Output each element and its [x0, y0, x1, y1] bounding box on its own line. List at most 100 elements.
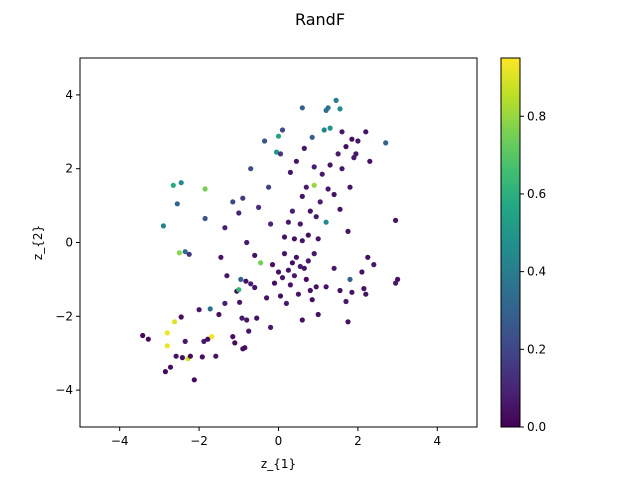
- scatter-point: [327, 125, 333, 131]
- scatter-point: [383, 140, 389, 146]
- scatter-point: [355, 138, 361, 144]
- scatter-point: [359, 269, 365, 275]
- y-tick-label: 0: [65, 236, 73, 250]
- scatter-point: [337, 206, 343, 212]
- scatter-point: [268, 221, 274, 227]
- scatter-point: [182, 249, 188, 255]
- scatter-point: [170, 182, 176, 188]
- scatter-point: [307, 208, 313, 214]
- scatter-point: [277, 151, 284, 157]
- scatter-point: [325, 186, 331, 192]
- y-tick-label: −4: [55, 383, 73, 397]
- scatter-point: [262, 138, 268, 144]
- scatter-point: [244, 239, 250, 246]
- scatter-point: [264, 295, 270, 301]
- scatter-point: [281, 251, 288, 257]
- scatter-point: [275, 269, 282, 275]
- scatter-point: [313, 284, 319, 290]
- colorbar-tick-label: 0.8: [527, 109, 546, 123]
- scatter-point: [299, 317, 305, 323]
- scatter-point: [305, 258, 311, 264]
- scatter-point: [238, 276, 244, 282]
- x-tick-label: 4: [433, 434, 441, 448]
- scatter-point: [209, 334, 215, 340]
- scatter-point: [299, 105, 305, 111]
- scatter-point: [239, 315, 245, 321]
- scatter-point: [201, 338, 207, 344]
- scatter-point: [367, 158, 373, 164]
- scatter-point: [311, 251, 317, 257]
- scatter-point: [371, 262, 377, 268]
- scatter-point: [252, 252, 258, 258]
- colorbar-gradient: [501, 58, 520, 427]
- scatter-point: [164, 343, 170, 349]
- scatter-point: [275, 133, 282, 139]
- scatter-point: [327, 162, 333, 168]
- scatter-point: [160, 223, 166, 229]
- y-tick-label: −2: [55, 309, 73, 323]
- scatter-point: [242, 345, 248, 351]
- scatter-point: [281, 234, 288, 240]
- scatter-point: [313, 214, 319, 220]
- colorbar-tick-label: 0.2: [527, 342, 546, 356]
- y-axis-label: z_{2}: [31, 225, 45, 260]
- scatter-point: [339, 129, 345, 135]
- scatter-point: [337, 106, 343, 112]
- scatter-point: [349, 136, 355, 142]
- scatter-point: [343, 298, 349, 305]
- scatter-point: [279, 127, 286, 133]
- colorbar-tick-label: 0.6: [527, 187, 546, 201]
- scatter-point: [285, 267, 291, 273]
- scatter-point: [393, 217, 399, 223]
- scatter-point: [222, 225, 228, 231]
- scatter-point: [349, 289, 355, 295]
- scatter-point: [202, 186, 208, 192]
- scatter-point: [254, 315, 260, 321]
- scatter-point: [289, 260, 295, 266]
- scatter-point: [339, 166, 345, 172]
- scatter-point: [199, 354, 205, 360]
- scatter-point: [285, 219, 291, 225]
- scatter-point: [207, 306, 213, 312]
- scatter-point: [311, 164, 317, 170]
- scatter-point: [297, 263, 303, 270]
- scatter-point: [266, 184, 272, 190]
- scatter-point: [291, 273, 297, 279]
- scatter-point: [277, 293, 284, 299]
- scatter-point: [363, 129, 369, 135]
- scatter-point: [167, 364, 174, 370]
- scatter-point: [301, 265, 307, 271]
- scatter-point: [236, 287, 242, 293]
- scatter-point: [176, 250, 182, 256]
- scatter-point: [307, 287, 313, 294]
- scatter-point: [337, 287, 343, 294]
- scatter-point: [365, 254, 371, 260]
- scatter-point: [331, 191, 337, 198]
- scatter-point: [186, 251, 192, 257]
- scatter-point: [303, 276, 309, 282]
- scatter-point: [273, 149, 280, 155]
- scatter-point: [303, 184, 309, 190]
- points-layer: [140, 97, 401, 383]
- scatter-point: [361, 286, 367, 292]
- scatter-point: [178, 180, 184, 186]
- scatter-point: [269, 262, 276, 268]
- scatter-point: [256, 204, 262, 210]
- scatter-point: [248, 281, 254, 287]
- scatter-point: [291, 236, 297, 242]
- plot-background: [80, 58, 477, 427]
- scatter-point: [315, 236, 321, 242]
- x-tick-label: 0: [275, 434, 283, 448]
- scatter-point: [335, 151, 341, 157]
- scatter-point: [205, 336, 211, 342]
- scatter-point: [323, 107, 329, 113]
- scatter-point: [196, 307, 202, 313]
- colorbar: 0.0 0.2 0.4 0.6 0.8: [500, 57, 546, 434]
- scatter-point: [293, 158, 299, 164]
- scatter-point: [353, 151, 359, 157]
- scatter-point: [243, 278, 249, 284]
- y-tick-label: 4: [65, 88, 73, 102]
- scatter-point: [218, 254, 224, 260]
- scatter-point: [187, 353, 193, 359]
